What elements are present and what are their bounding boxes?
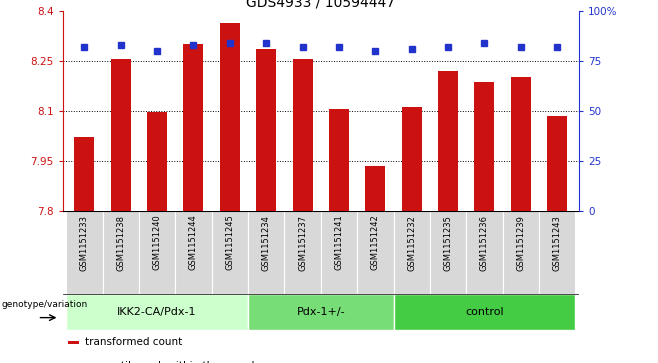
Text: GSM1151240: GSM1151240 <box>153 215 162 270</box>
Text: GSM1151235: GSM1151235 <box>443 215 453 270</box>
Text: GSM1151244: GSM1151244 <box>189 215 198 270</box>
Bar <box>293 59 313 211</box>
Bar <box>329 109 349 211</box>
Bar <box>321 211 357 294</box>
Bar <box>66 211 103 294</box>
Bar <box>393 294 575 330</box>
Bar <box>68 341 79 343</box>
Bar <box>503 211 539 294</box>
Bar <box>438 71 458 211</box>
Bar <box>111 59 131 211</box>
Text: GSM1151241: GSM1151241 <box>334 215 343 270</box>
Bar <box>547 116 567 211</box>
Bar <box>74 137 94 211</box>
Text: percentile rank within the sample: percentile rank within the sample <box>85 361 261 363</box>
Text: GSM1151238: GSM1151238 <box>116 215 125 271</box>
Bar <box>430 211 467 294</box>
Bar <box>147 113 167 211</box>
Bar <box>139 211 175 294</box>
Bar <box>212 211 248 294</box>
Bar <box>248 294 393 330</box>
Text: GSM1151233: GSM1151233 <box>80 215 89 271</box>
Text: GSM1151243: GSM1151243 <box>553 215 562 270</box>
Text: IKK2-CA/Pdx-1: IKK2-CA/Pdx-1 <box>117 307 197 317</box>
Text: GSM1151236: GSM1151236 <box>480 215 489 271</box>
Text: GSM1151237: GSM1151237 <box>298 215 307 271</box>
Bar <box>284 211 321 294</box>
Text: GSM1151242: GSM1151242 <box>371 215 380 270</box>
Text: GSM1151234: GSM1151234 <box>262 215 270 270</box>
Bar <box>103 211 139 294</box>
Bar <box>467 211 503 294</box>
Text: GSM1151232: GSM1151232 <box>407 215 417 270</box>
Text: Pdx-1+/-: Pdx-1+/- <box>297 307 345 317</box>
Bar <box>184 44 203 211</box>
Text: GSM1151245: GSM1151245 <box>225 215 234 270</box>
Bar <box>66 294 248 330</box>
Bar <box>365 166 386 211</box>
Text: genotype/variation: genotype/variation <box>1 300 88 309</box>
Bar <box>248 211 284 294</box>
Title: GDS4933 / 10594447: GDS4933 / 10594447 <box>246 0 395 10</box>
Bar <box>393 211 430 294</box>
Bar <box>474 82 494 211</box>
Bar <box>511 77 531 211</box>
Bar <box>539 211 575 294</box>
Bar <box>402 107 422 211</box>
Text: transformed count: transformed count <box>85 337 182 347</box>
Bar <box>256 49 276 211</box>
Text: GSM1151239: GSM1151239 <box>517 215 525 270</box>
Text: control: control <box>465 307 504 317</box>
Bar <box>220 23 240 211</box>
Bar <box>357 211 393 294</box>
Bar <box>175 211 212 294</box>
